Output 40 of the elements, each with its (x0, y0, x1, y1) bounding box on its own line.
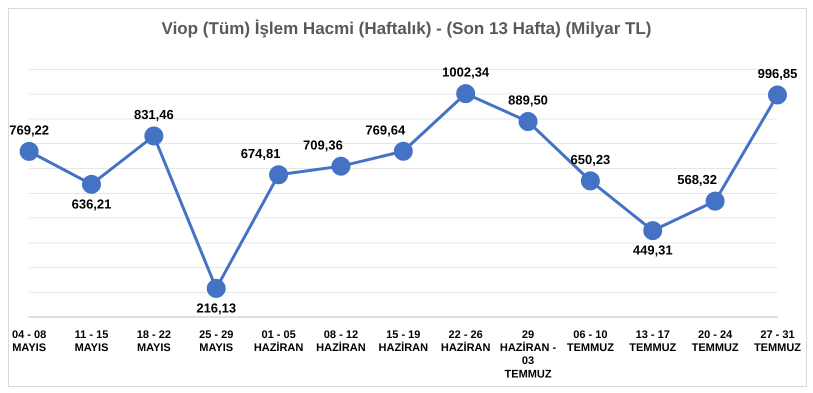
data-label: 709,36 (303, 137, 343, 152)
x-tick-label: 11 - 15 MAYIS (74, 328, 108, 354)
x-tick-label: 18 - 22 MAYIS (136, 328, 171, 354)
data-label: 568,32 (677, 172, 717, 188)
point (706, 192, 725, 211)
data-label: 996,85 (758, 66, 798, 82)
x-tick-label: 29 HAZİRAN - 03 TEMMUZ (500, 328, 556, 380)
data-label: 889,50 (508, 92, 548, 108)
x-tick-label: 06 - 10 TEMMUZ (566, 328, 614, 354)
data-label: 831,46 (134, 107, 174, 122)
x-tick-label: 15 - 19 HAZİRAN (378, 328, 428, 354)
chart-title: Viop (Tüm) İşlem Hacmi (Haftalık) - (Son 13 Hafta) (Milyar TL) (162, 18, 652, 38)
point (144, 126, 164, 146)
x-tick-label: 13 - 17 TEMMUZ (629, 328, 677, 354)
x-tick-label: 08 - 12 HAZİRAN (316, 328, 366, 354)
x-tick-label: 25 - 29 MAYIS (199, 328, 234, 354)
data-label: 769,22 (9, 122, 50, 138)
point (269, 165, 288, 184)
point (331, 156, 350, 176)
data-label: 636,21 (72, 196, 112, 212)
point (643, 221, 662, 240)
point (20, 142, 39, 161)
point (456, 84, 476, 104)
x-tick-label: 01 - 05 HAZİRAN (254, 328, 304, 354)
point (394, 142, 413, 161)
point (768, 85, 787, 104)
x-tick-label: 04 - 08 MAYIS (12, 328, 46, 354)
point (518, 112, 538, 132)
x-tick-label: 27 - 31 TEMMUZ (754, 328, 802, 354)
data-label: 650,23 (570, 152, 610, 167)
point (580, 171, 600, 190)
x-tick-label: 20 - 24 TEMMUZ (692, 328, 739, 354)
data-label: 449,31 (632, 242, 673, 258)
point (206, 278, 226, 298)
data-label: 216,13 (196, 300, 236, 316)
point (82, 174, 101, 194)
data-label: 674,81 (240, 146, 280, 161)
data-label: 1002,34 (442, 64, 490, 80)
x-tick-label: 22 - 26 HAZİRAN (440, 328, 490, 354)
data-label: 769,64 (365, 122, 406, 138)
